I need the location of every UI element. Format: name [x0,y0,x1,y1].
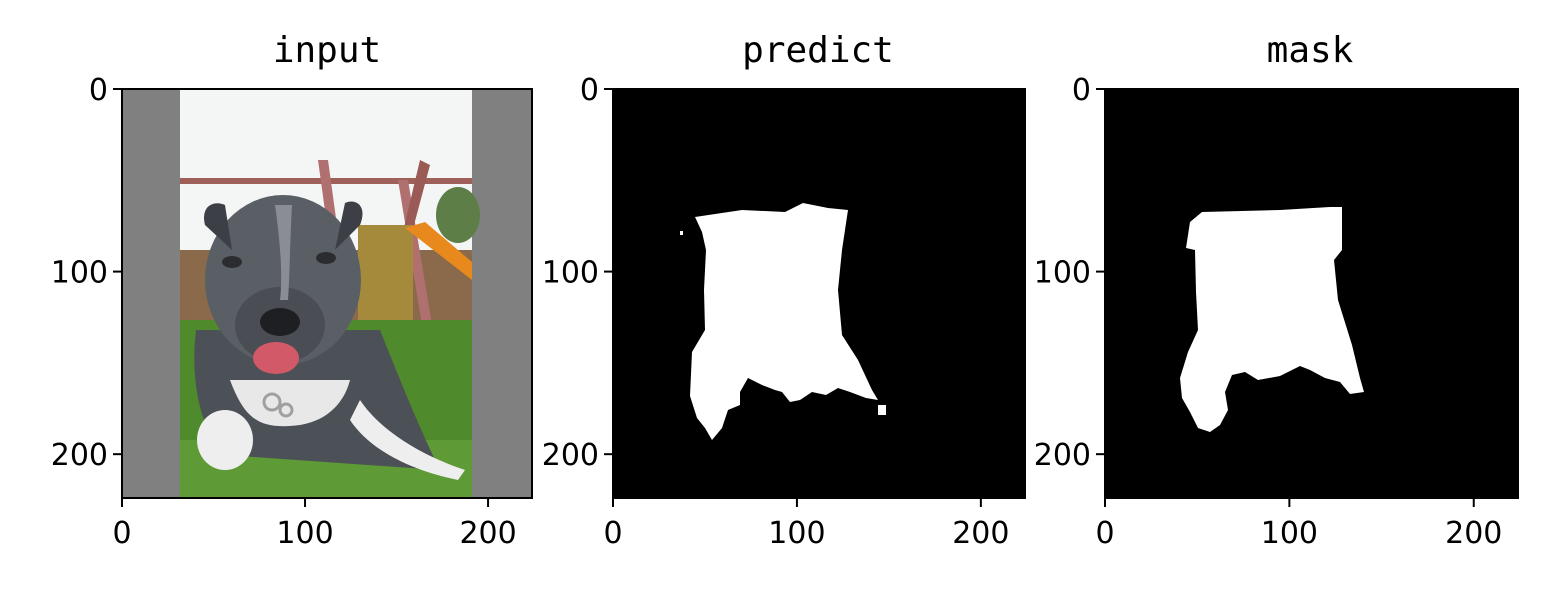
ticks-predict: 0 100 200 0 100 200 [542,73,1010,551]
input-image [121,88,533,499]
y-tick-label: 100 [1034,256,1091,291]
x-tick-label: 100 [768,516,825,551]
axes-frame [612,88,1026,499]
x-tick-label: 200 [459,516,516,551]
y-tick-label: 0 [1072,73,1091,108]
axes-frame [121,88,533,499]
x-tick-label: 200 [952,516,1009,551]
panel-mask: mask 0 100 200 0 100 200 [1034,30,1519,551]
axes-frame [1104,88,1519,499]
y-tick-label: 100 [51,256,108,291]
x-tick-label: 0 [112,516,131,551]
y-tick-label: 0 [580,73,599,108]
y-tick-label: 100 [542,256,599,291]
y-tick-label: 0 [89,73,108,108]
x-tick-label: 0 [603,516,622,551]
x-tick-label: 200 [1445,516,1502,551]
ticks-input: 0 100 200 0 100 200 [51,73,517,551]
panel-title: mask [1267,30,1354,71]
panel-title: input [273,30,381,71]
x-tick-label: 100 [1261,516,1318,551]
panel-title: predict [742,30,894,71]
ticks-mask: 0 100 200 0 100 200 [1034,73,1503,551]
y-tick-label: 200 [51,438,108,473]
mask-image [1104,88,1519,499]
panel-predict: predict 0 100 200 0 100 200 [542,30,1026,551]
predict-image [612,88,1026,499]
padding-left [122,89,180,498]
x-tick-label: 0 [1095,516,1114,551]
y-tick-label: 200 [1034,438,1091,473]
panel-input: input [51,30,533,551]
predicted-mask-region [690,203,878,440]
dog-photo [180,89,480,498]
ground-truth-mask-region [1180,207,1364,432]
x-tick-label: 100 [276,516,333,551]
padding-right [472,89,532,498]
y-tick-label: 200 [542,438,599,473]
